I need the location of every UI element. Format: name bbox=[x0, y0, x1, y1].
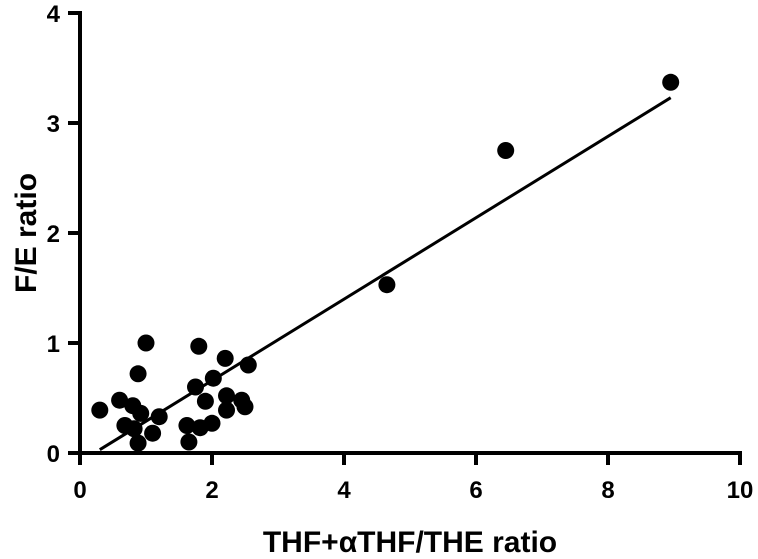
data-point bbox=[204, 369, 222, 387]
data-point bbox=[497, 142, 515, 159]
y-tick-label: 3 bbox=[47, 111, 60, 138]
y-tick-label: 0 bbox=[47, 441, 60, 468]
data-point bbox=[91, 401, 109, 419]
data-point bbox=[178, 417, 196, 434]
data-point bbox=[187, 378, 204, 396]
data-point bbox=[111, 391, 129, 409]
data-point bbox=[132, 404, 150, 422]
data-point bbox=[196, 392, 214, 410]
data-point bbox=[150, 408, 168, 426]
axes bbox=[78, 11, 742, 455]
data-point bbox=[125, 420, 143, 438]
data-point bbox=[218, 387, 236, 405]
y-tick-label: 1 bbox=[47, 331, 60, 358]
data-point bbox=[236, 398, 254, 416]
data-point bbox=[239, 356, 257, 374]
x-axis-title: THF+αTHF/THE ratio bbox=[263, 526, 557, 559]
x-tick-label: 10 bbox=[727, 477, 754, 504]
data-points bbox=[91, 73, 680, 452]
x-tick-label: 6 bbox=[469, 477, 482, 504]
data-point bbox=[378, 276, 396, 294]
data-point bbox=[218, 401, 236, 419]
data-point bbox=[190, 337, 208, 355]
y-axis-title: F/E ratio bbox=[10, 173, 43, 293]
data-point bbox=[137, 334, 155, 352]
x-tick-label: 4 bbox=[337, 477, 351, 504]
data-point bbox=[203, 414, 221, 432]
x-tick-label: 8 bbox=[601, 477, 614, 504]
tick-labels: 0 2 4 6 8 10 0 1 2 3 4 bbox=[47, 1, 754, 504]
data-point bbox=[662, 73, 680, 91]
y-tick-label: 4 bbox=[47, 1, 61, 28]
data-point bbox=[129, 434, 147, 452]
data-point bbox=[129, 365, 147, 383]
data-point bbox=[144, 424, 162, 442]
x-tick-label: 0 bbox=[73, 477, 86, 504]
data-point bbox=[180, 433, 198, 451]
x-tick-label: 2 bbox=[205, 477, 218, 504]
ticks bbox=[68, 11, 742, 465]
data-point bbox=[216, 349, 234, 367]
y-tick-label: 2 bbox=[47, 221, 60, 248]
regression-line bbox=[99, 96, 672, 451]
